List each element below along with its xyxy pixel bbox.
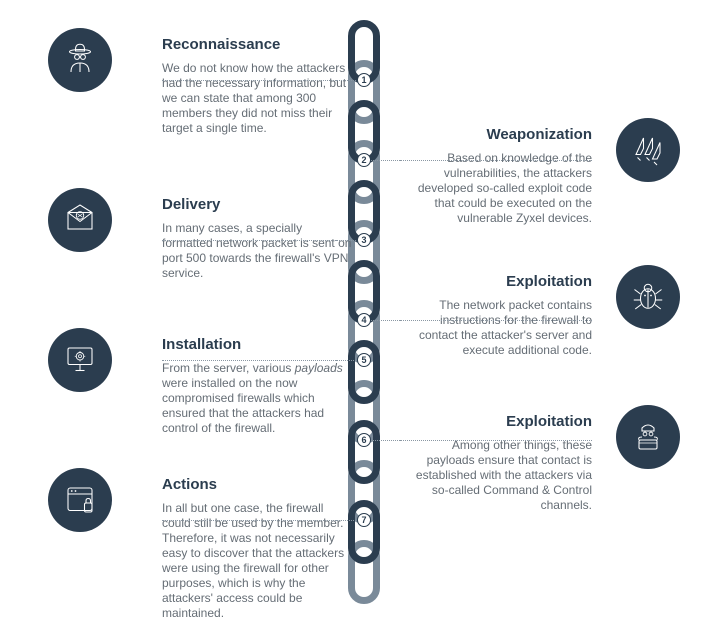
weapon-icon: [616, 118, 680, 182]
connector-dots-long: [400, 320, 592, 321]
chain-link: [348, 340, 380, 404]
chain-link: [348, 420, 380, 484]
connector-dots-long: [400, 440, 592, 441]
step-reconnaissance-1: Reconnaissance We do not know how the att…: [162, 36, 352, 136]
step-body: The network packet contains instructions…: [402, 298, 592, 358]
step-body: In all but one case, the firewall could …: [162, 501, 352, 621]
chain-number-2: 2: [357, 153, 371, 167]
step-body: We do not know how the attackers had the…: [162, 61, 352, 136]
hacker-icon: [616, 405, 680, 469]
chain-link: [348, 500, 380, 564]
step-delivery-3: Delivery In many cases, a specially forma…: [162, 196, 352, 281]
chain-number-3: 3: [357, 233, 371, 247]
connector-dots-long: [162, 80, 336, 81]
step-weaponization-2: Weaponization Based on knowledge of the v…: [402, 126, 592, 226]
chain-number-1: 1: [357, 73, 371, 87]
step-title: Delivery: [162, 196, 352, 213]
connector-dots-long: [400, 160, 592, 161]
spy-icon: [48, 28, 112, 92]
step-title: Exploitation: [402, 273, 592, 290]
step-title: Reconnaissance: [162, 36, 352, 53]
step-body: In many cases, a specially formatted net…: [162, 221, 352, 281]
connector-dots-long: [162, 360, 336, 361]
step-exploitation-4: Exploitation The network packet contains …: [402, 273, 592, 358]
step-body: Based on knowledge of the vulnerabilitie…: [402, 151, 592, 226]
connector-dots: [371, 320, 400, 321]
chain-number-4: 4: [357, 313, 371, 327]
step-exploitation-6: Exploitation Among other things, these pa…: [402, 413, 592, 513]
step-actions-7: Actions In all but one case, the firewall…: [162, 476, 352, 621]
chain-number-7: 7: [357, 513, 371, 527]
chain-number-6: 6: [357, 433, 371, 447]
step-body: From the server, various payloads were i…: [162, 361, 352, 436]
bug-icon: [616, 265, 680, 329]
browser-icon: [48, 468, 112, 532]
chain-number-5: 5: [357, 353, 371, 367]
step-installation-5: Installation From the server, various pay…: [162, 336, 352, 436]
envelope-icon: [48, 188, 112, 252]
connector-dots: [371, 160, 400, 161]
step-body: Among other things, these payloads ensur…: [402, 438, 592, 513]
connector-dots-long: [162, 240, 336, 241]
step-title: Exploitation: [402, 413, 592, 430]
connector-dots-long: [162, 520, 336, 521]
step-title: Weaponization: [402, 126, 592, 143]
connector-dots: [371, 440, 400, 441]
step-title: Installation: [162, 336, 352, 353]
monitor-icon: [48, 328, 112, 392]
step-title: Actions: [162, 476, 352, 493]
